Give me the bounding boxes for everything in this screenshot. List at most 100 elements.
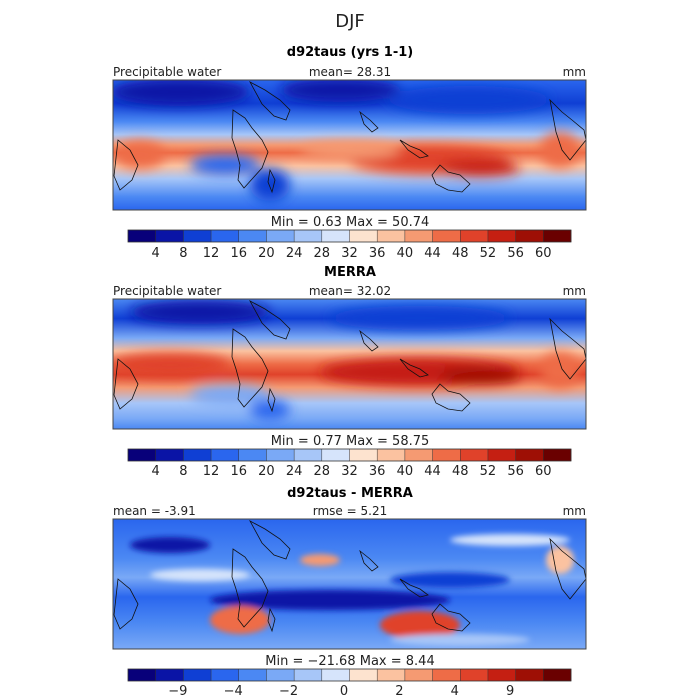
colorbar-swatch <box>183 449 212 461</box>
panel-2-coastlines <box>113 300 586 413</box>
colorbar-tick-label: 8 <box>179 246 187 261</box>
colorbar-swatch <box>155 669 184 681</box>
colorbar-tick-label: 20 <box>258 246 275 261</box>
colorbar-swatch <box>543 230 572 242</box>
colorbar-tick-label: 60 <box>535 246 552 261</box>
panel-1-colorbar: 4 8 12 16 20 24 28 32 36 40 44 48 52 56 60 <box>127 229 572 261</box>
panel-2-colorbar: 4 8 12 16 20 24 28 32 36 40 44 48 52 56 60 <box>127 448 572 479</box>
colorbar-tick-label: −2 <box>279 684 298 699</box>
colorbar-swatch <box>266 669 295 681</box>
panel-1-map <box>113 80 586 210</box>
colorbar-tick-label: 48 <box>452 464 469 479</box>
colorbar-swatch <box>266 230 295 242</box>
panel-3-colorbar: −9 −4 −2 0 2 4 9 <box>127 668 572 699</box>
colorbar-tick-label: 44 <box>424 464 441 479</box>
colorbar-swatch <box>377 230 406 242</box>
panel-3-mean-label: mean = -3.91 <box>113 504 196 518</box>
colorbar-swatch <box>128 449 156 461</box>
colorbar-tick-label: 4 <box>152 464 160 479</box>
colorbar-swatch <box>294 669 323 681</box>
colorbar-swatch <box>377 449 406 461</box>
colorbar-swatch <box>183 669 212 681</box>
colorbar-tick-label: 16 <box>230 464 247 479</box>
colorbar-swatch <box>515 449 544 461</box>
colorbar-swatch <box>238 449 267 461</box>
colorbar-swatch <box>211 449 240 461</box>
panel-1-min-max: Min = 0.63 Max = 50.74 <box>271 215 430 230</box>
colorbar-tick-label: −9 <box>168 684 187 699</box>
colorbar-tick-label: 56 <box>507 464 524 479</box>
colorbar-swatch <box>155 449 184 461</box>
panel-1-frame <box>112 79 587 211</box>
colorbar-swatch <box>487 230 516 242</box>
panel-3-unit-label: mm <box>563 504 586 518</box>
panel-3-subtitle: d92taus - MERRA <box>287 486 413 501</box>
colorbar-swatch <box>460 449 489 461</box>
colorbar-tick-label: 16 <box>230 246 247 261</box>
colorbar-swatch <box>321 669 350 681</box>
colorbar-tick-label: 48 <box>452 246 469 261</box>
colorbar-swatch <box>238 230 267 242</box>
colorbar-tick-label: 4 <box>451 684 459 699</box>
panel-1-mean-label: mean= 28.31 <box>309 65 391 79</box>
colorbar-swatch <box>515 230 544 242</box>
colorbar-swatch <box>294 230 323 242</box>
colorbar-tick-label: 52 <box>480 464 497 479</box>
colorbar-tick-label: 36 <box>369 464 386 479</box>
colorbar-swatch <box>404 669 433 681</box>
panel-2-subtitle: MERRA <box>324 265 376 280</box>
figure-title: DJF <box>335 11 365 32</box>
colorbar-tick-label: −4 <box>224 684 243 699</box>
colorbar-swatch <box>211 669 240 681</box>
colorbar-tick-label: 20 <box>258 464 275 479</box>
colorbar-tick-label: 28 <box>314 464 331 479</box>
colorbar-swatch <box>432 669 461 681</box>
panel-2-min-max: Min = 0.77 Max = 58.75 <box>271 434 430 449</box>
panel-1: d92taus (yrs 1-1) Precipitable water mea… <box>112 45 587 261</box>
colorbar-swatch <box>294 449 323 461</box>
colorbar-swatch <box>432 449 461 461</box>
panel-2-unit-label: mm <box>563 284 586 298</box>
colorbar-swatch <box>487 449 516 461</box>
colorbar-swatch <box>460 230 489 242</box>
colorbar-tick-label: 8 <box>179 464 187 479</box>
colorbar-swatch <box>211 230 240 242</box>
colorbar-swatch <box>266 449 295 461</box>
panel-2-mean-label: mean= 32.02 <box>309 284 391 298</box>
panel-3-map <box>113 519 586 649</box>
colorbar-tick-label: 4 <box>152 246 160 261</box>
colorbar-tick-label: 44 <box>424 246 441 261</box>
colorbar-tick-label: 56 <box>507 246 524 261</box>
colorbar-swatch <box>543 669 572 681</box>
colorbar-swatch <box>432 230 461 242</box>
colorbar-swatch <box>404 449 433 461</box>
panel-2-frame <box>112 298 587 430</box>
colorbar-swatch <box>349 449 378 461</box>
colorbar-swatch <box>349 230 378 242</box>
colorbar-tick-label: 9 <box>506 684 514 699</box>
colorbar-swatch <box>404 230 433 242</box>
colorbar-tick-label: 32 <box>341 246 358 261</box>
colorbar-swatch <box>515 669 544 681</box>
panel-3-min-max: Min = −21.68 Max = 8.44 <box>265 654 434 669</box>
colorbar-tick-label: 60 <box>535 464 552 479</box>
panel-1-coastlines <box>113 81 586 194</box>
colorbar-tick-label: 36 <box>369 246 386 261</box>
colorbar-tick-label: 2 <box>395 684 403 699</box>
panel-3: d92taus - MERRA mean = -3.91 rmse = 5.21… <box>112 486 587 699</box>
colorbar-swatch <box>155 230 184 242</box>
colorbar-tick-label: 24 <box>286 464 303 479</box>
colorbar-swatch <box>460 669 489 681</box>
colorbar-tick-label: 28 <box>314 246 331 261</box>
colorbar-tick-label: 40 <box>397 246 414 261</box>
panel-1-variable-label: Precipitable water <box>113 65 221 79</box>
panel-2-variable-label: Precipitable water <box>113 284 221 298</box>
colorbar-tick-label: 24 <box>286 246 303 261</box>
colorbar-swatch <box>377 669 406 681</box>
colorbar-tick-label: 12 <box>203 464 220 479</box>
colorbar-swatch <box>487 669 516 681</box>
panel-3-rmse-label: rmse = 5.21 <box>313 504 387 518</box>
colorbar-tick-label: 12 <box>203 246 220 261</box>
panel-1-subtitle: d92taus (yrs 1-1) <box>287 45 413 60</box>
